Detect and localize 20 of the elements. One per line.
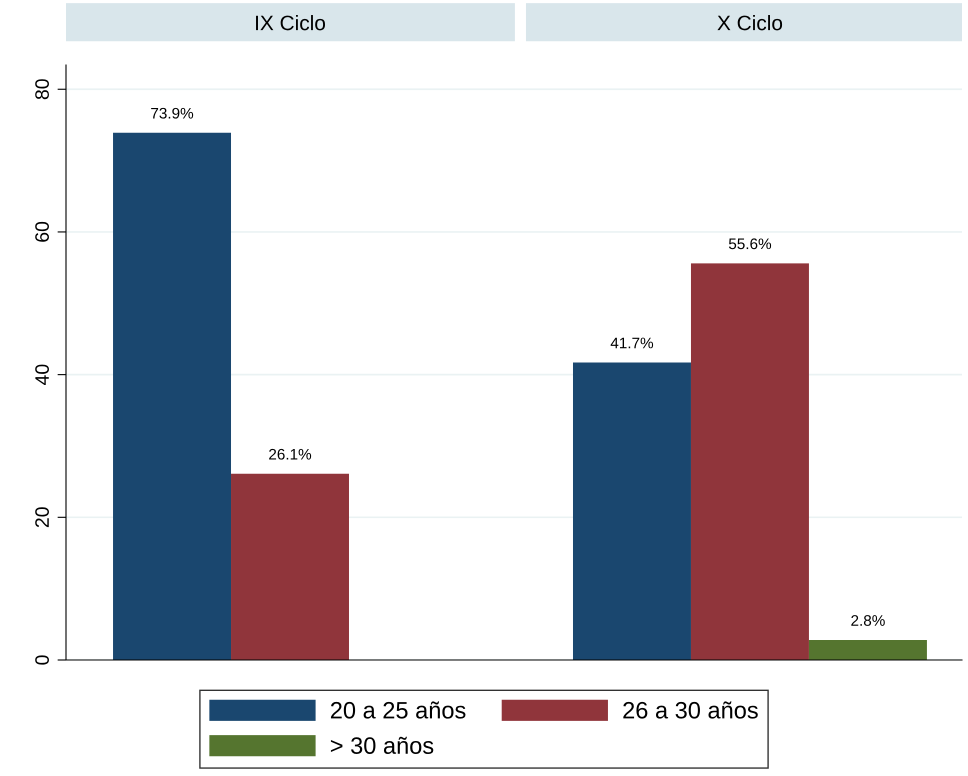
y-tick-label: 80 (35, 79, 49, 100)
y-tick-label: 0 (35, 655, 49, 665)
legend-label: > 30 años (330, 736, 434, 754)
y-tick-label: 60 (35, 222, 49, 242)
bar (113, 132, 232, 660)
bar (808, 640, 927, 660)
y-tick-label: 20 (35, 507, 49, 528)
data-label: 26.1% (269, 448, 312, 460)
legend-label: 26 a 30 años (623, 701, 758, 719)
y-tick-label: 40 (35, 364, 49, 385)
bar (690, 263, 809, 660)
x-tick-label: IX Ciclo (256, 15, 326, 30)
legend-label: 20 a 25 años (330, 701, 466, 719)
bar (231, 474, 349, 660)
data-label: 55.6% (728, 238, 772, 250)
data-label: 41.7% (610, 338, 654, 348)
data-label: 2.8% (851, 615, 885, 626)
data-label: 73.9% (151, 108, 194, 119)
x-tick-label: X Ciclo (717, 15, 782, 30)
bar (572, 362, 691, 660)
